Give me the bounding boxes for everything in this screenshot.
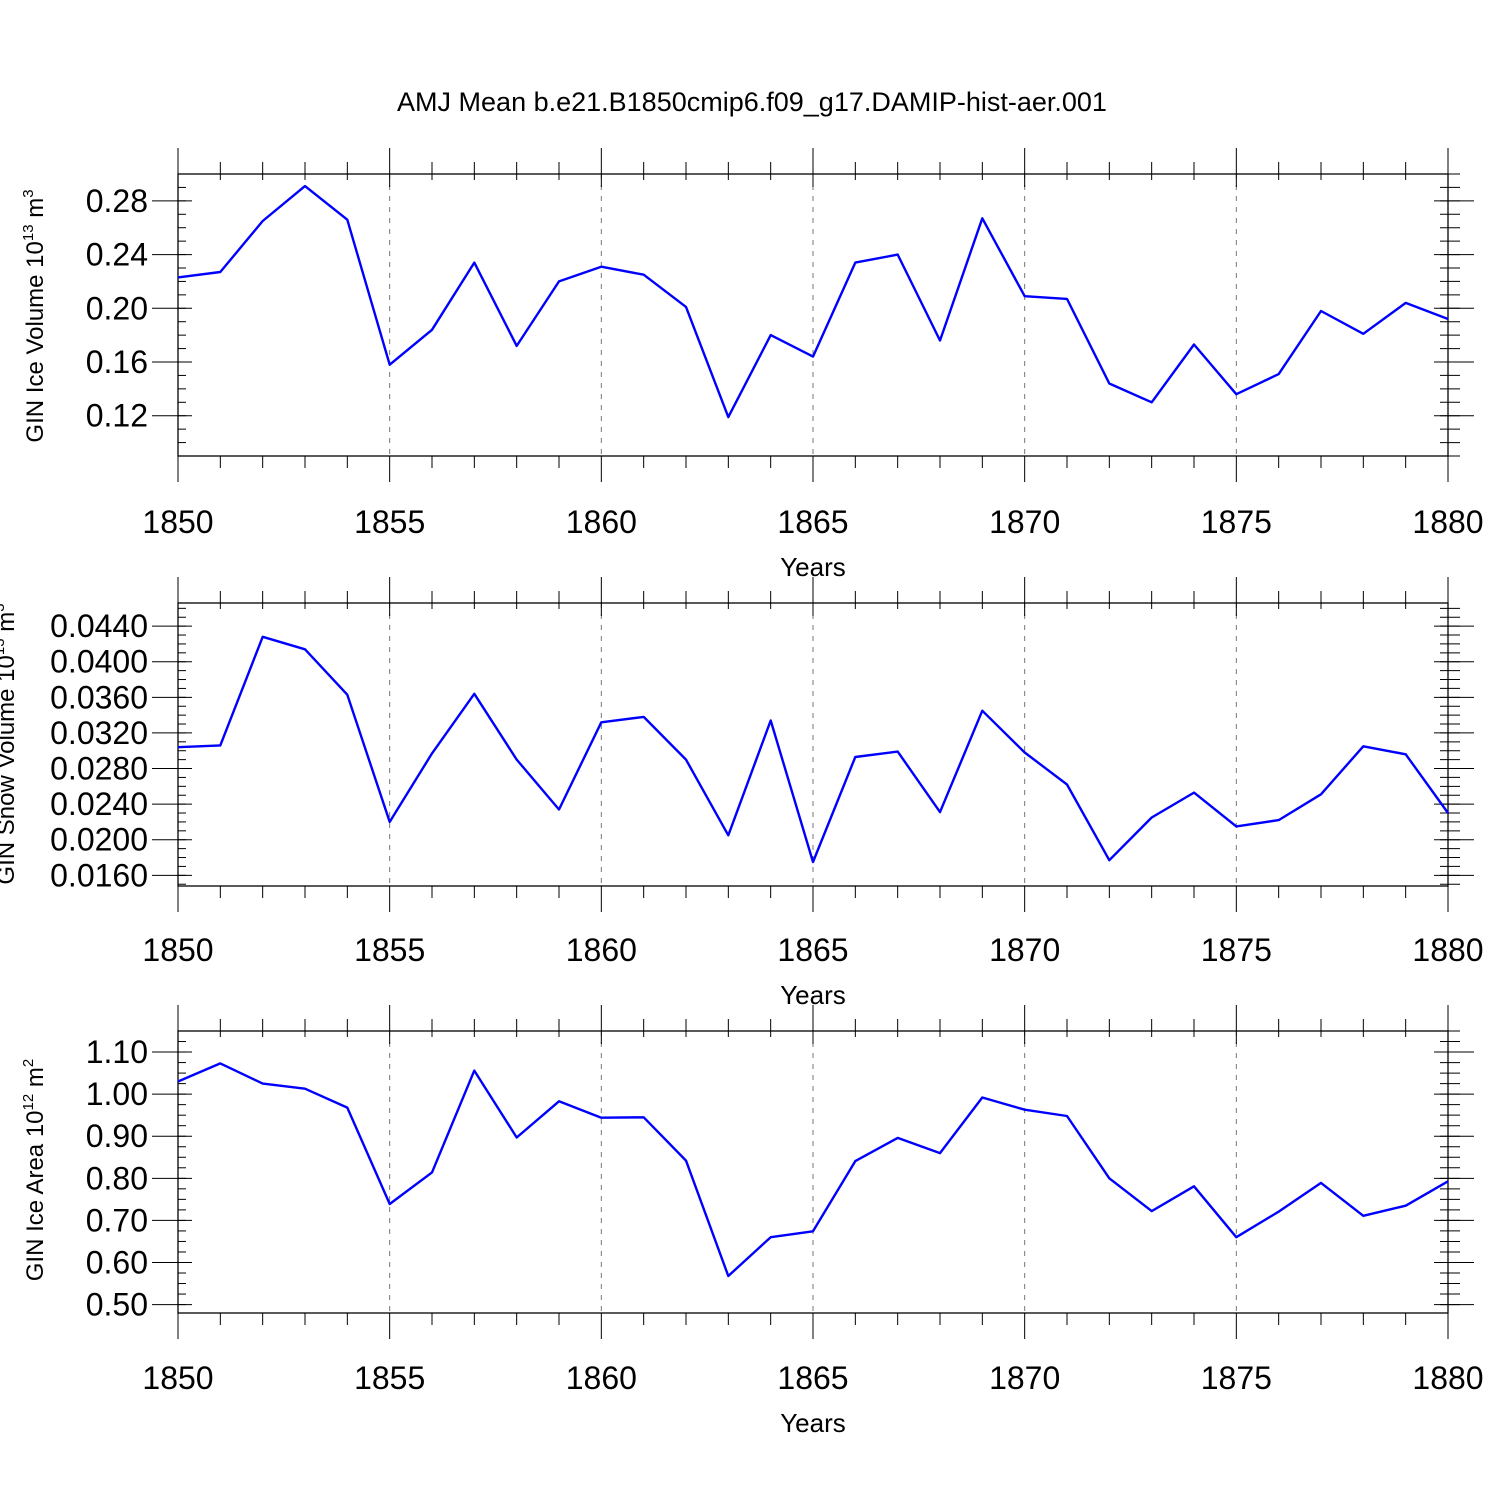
ice-volume-xtick-label-1880: 1880 bbox=[1412, 504, 1483, 540]
ice-volume-ytick-label-0: 0.12 bbox=[86, 398, 148, 434]
ice-area-panel: GIN Ice Area 1012 m2 Years 0.50 0.60 0.70 0… bbox=[20, 1005, 1484, 1438]
snow-volume-ytick-label-1: 0.0200 bbox=[50, 822, 148, 858]
ice-volume-plot-frame bbox=[177, 173, 1449, 457]
snow-volume-xtick-label-1875: 1875 bbox=[1201, 932, 1272, 968]
ice-area-xtick-label-1865: 1865 bbox=[777, 1360, 848, 1396]
ice-volume-xtick-label-1850: 1850 bbox=[142, 504, 213, 540]
snow-volume-xtick-label-1850: 1850 bbox=[142, 932, 213, 968]
ice-area-xtick-label-1860: 1860 bbox=[566, 1360, 637, 1396]
ice-area-ytick-label-6: 1.10 bbox=[86, 1034, 148, 1070]
ice-volume-y-axis-title: GIN Ice Volume 1013 m3 bbox=[20, 189, 49, 442]
snow-volume-xtick-label-1870: 1870 bbox=[989, 932, 1060, 968]
ice-area-ytick-label-5: 1.00 bbox=[86, 1076, 148, 1112]
ice-volume-xtick-label-1870: 1870 bbox=[989, 504, 1060, 540]
snow-volume-ytick-label-2: 0.0240 bbox=[50, 786, 148, 822]
snow-volume-plot-frame bbox=[177, 602, 1449, 887]
ice-area-xtick-label-1855: 1855 bbox=[354, 1360, 425, 1396]
ice-area-xtick-label-1875: 1875 bbox=[1201, 1360, 1272, 1396]
snow-volume-xtick-label-1855: 1855 bbox=[354, 932, 425, 968]
ice-volume-xtick-label-1860: 1860 bbox=[566, 504, 637, 540]
ice-area-x-axis-title: Years bbox=[780, 1408, 846, 1438]
ice-area-ytick-label-1: 0.60 bbox=[86, 1244, 148, 1280]
figure-title: AMJ Mean b.e21.B1850cmip6.f09_g17.DAMIP-… bbox=[397, 87, 1107, 117]
snow-volume-xtick-label-1880: 1880 bbox=[1412, 932, 1483, 968]
ice-area-ytick-label-3: 0.80 bbox=[86, 1160, 148, 1196]
ice-area-plot-frame bbox=[177, 1030, 1449, 1314]
snow-volume-ytick-label-6: 0.0400 bbox=[50, 644, 148, 680]
ice-volume-xtick-label-1875: 1875 bbox=[1201, 504, 1272, 540]
snow-volume-y-axis-title: GIN Snow Volume 1013 m3 bbox=[0, 603, 20, 884]
ice-volume-ytick-label-4: 0.28 bbox=[86, 183, 148, 219]
snow-volume-ytick-label-3: 0.0280 bbox=[50, 751, 148, 787]
ice-volume-xtick-label-1855: 1855 bbox=[354, 504, 425, 540]
ice-area-ytick-label-4: 0.90 bbox=[86, 1118, 148, 1154]
ice-volume-ytick-label-2: 0.20 bbox=[86, 290, 148, 326]
snow-volume-ytick-label-0: 0.0160 bbox=[50, 857, 148, 893]
ice-volume-ytick-label-3: 0.24 bbox=[86, 237, 148, 273]
ice-volume-xtick-label-1865: 1865 bbox=[777, 504, 848, 540]
snow-volume-ytick-label-4: 0.0320 bbox=[50, 715, 148, 751]
ice-area-ytick-label-2: 0.70 bbox=[86, 1202, 148, 1238]
snow-volume-ytick-label-5: 0.0360 bbox=[50, 679, 148, 715]
ice-volume-ytick-label-1: 0.16 bbox=[86, 344, 148, 380]
ice-area-xtick-label-1850: 1850 bbox=[142, 1360, 213, 1396]
ice-area-xtick-label-1880: 1880 bbox=[1412, 1360, 1483, 1396]
snow-volume-xtick-label-1865: 1865 bbox=[777, 932, 848, 968]
ice-area-y-axis-title: GIN Ice Area 1012 m2 bbox=[20, 1059, 49, 1281]
ice-volume-panel: GIN Ice Volume 1013 m3 Years 0.120.160.2… bbox=[20, 148, 1484, 582]
snow-volume-panel: GIN Snow Volume 1013 m3 Years 0.01600.02… bbox=[0, 577, 1484, 1010]
ice-area-ytick-label-0: 0.50 bbox=[86, 1287, 148, 1323]
snow-volume-ytick-label-7: 0.0440 bbox=[50, 608, 148, 644]
ice-area-xtick-label-1870: 1870 bbox=[989, 1360, 1060, 1396]
snow-volume-xtick-label-1860: 1860 bbox=[566, 932, 637, 968]
